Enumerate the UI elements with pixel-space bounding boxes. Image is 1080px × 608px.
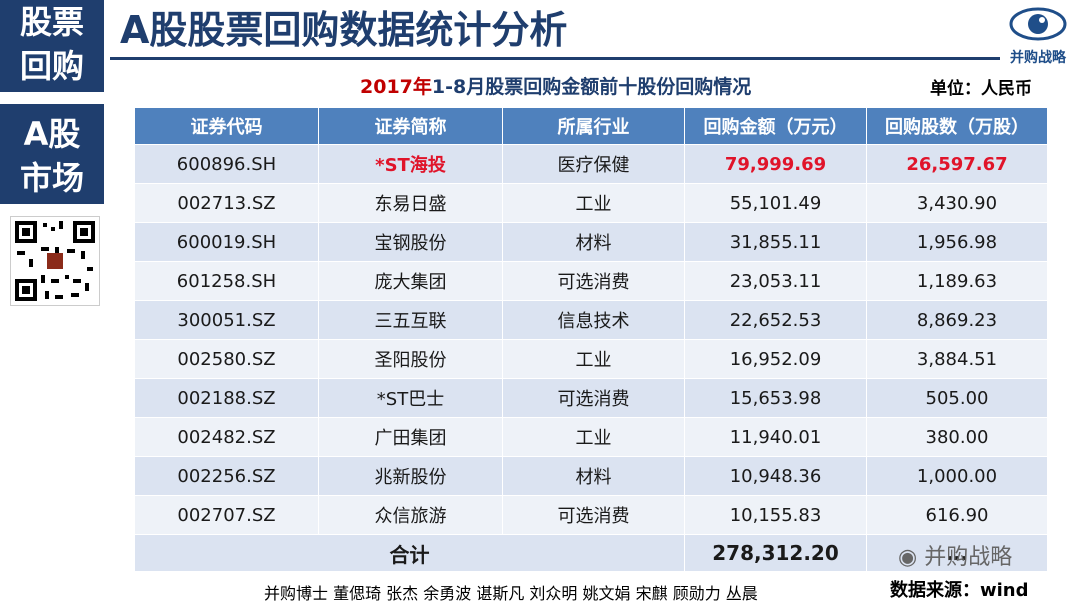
cell-name: 广田集团 xyxy=(318,417,503,457)
table-title-text: 1-8月股票回购金额前十股份回购情况 xyxy=(431,76,752,98)
total-amount: 278,312.20 xyxy=(684,534,867,572)
table-row: 002580.SZ 圣阳股份 工业 16,952.09 3,884.51 xyxy=(134,339,1048,379)
cell-code: 601258.SH xyxy=(134,261,319,301)
cell-industry: 可选消费 xyxy=(502,261,685,301)
table-header-row: 证券代码 证券简称 所属行业 回购金额（万元） 回购股数（万股） xyxy=(134,107,1048,145)
cell-industry: 信息技术 xyxy=(502,300,685,340)
side-label-buyback: 股票 回购 xyxy=(0,0,104,92)
cell-shares: 1,000.00 xyxy=(866,456,1048,496)
header-industry: 所属行业 xyxy=(502,107,685,145)
cell-name: *ST巴士 xyxy=(318,378,503,418)
cell-amount: 79,999.69 xyxy=(684,144,867,184)
cell-amount: 31,855.11 xyxy=(684,222,867,262)
cell-name: *ST海投 xyxy=(318,144,503,184)
cell-amount: 10,948.36 xyxy=(684,456,867,496)
cell-industry: 医疗保健 xyxy=(502,144,685,184)
cell-code: 600896.SH xyxy=(134,144,319,184)
cell-shares: 1,189.63 xyxy=(866,261,1048,301)
total-label: 合计 xyxy=(134,534,685,572)
cell-shares: 505.00 xyxy=(866,378,1048,418)
cell-code: 002713.SZ xyxy=(134,183,319,223)
cell-shares: 616.90 xyxy=(866,495,1048,535)
watermark: ◉ 并购战略 xyxy=(898,544,1012,572)
cell-amount: 22,652.53 xyxy=(684,300,867,340)
brand-logo: 并购战略 xyxy=(1000,4,1076,68)
side-label-line-2: 市场 xyxy=(19,159,84,197)
page-title: A股股票回购数据统计分析 xyxy=(110,0,1000,60)
cell-shares: 3,430.90 xyxy=(866,183,1048,223)
header-shares: 回购股数（万股） xyxy=(866,107,1048,145)
table-row: 601258.SH 庞大集团 可选消费 23,053.11 1,189.63 xyxy=(134,261,1048,301)
cell-code: 600019.SH xyxy=(134,222,319,262)
cell-code: 002188.SZ xyxy=(134,378,319,418)
cell-code: 002580.SZ xyxy=(134,339,319,379)
side-label-line-1: 股票 xyxy=(19,3,84,41)
cell-shares: 1,956.98 xyxy=(866,222,1048,262)
cell-amount: 16,952.09 xyxy=(684,339,867,379)
cell-name: 众信旅游 xyxy=(318,495,503,535)
cell-shares: 8,869.23 xyxy=(866,300,1048,340)
logo-text: 并购战略 xyxy=(1010,50,1066,66)
cell-name: 东易日盛 xyxy=(318,183,503,223)
side-label-line-2: 回购 xyxy=(19,47,84,85)
data-source: 数据来源：wind xyxy=(890,580,1029,601)
cell-industry: 可选消费 xyxy=(502,495,685,535)
cell-amount: 23,053.11 xyxy=(684,261,867,301)
cell-name: 兆新股份 xyxy=(318,456,503,496)
cell-code: 002482.SZ xyxy=(134,417,319,457)
cell-code: 002707.SZ xyxy=(134,495,319,535)
eye-icon xyxy=(1009,7,1067,41)
cell-amount: 10,155.83 xyxy=(684,495,867,535)
table-row: 600896.SH *ST海投 医疗保健 79,999.69 26,597.67 xyxy=(134,144,1048,184)
cell-shares: 3,884.51 xyxy=(866,339,1048,379)
table-row: 002707.SZ 众信旅游 可选消费 10,155.83 616.90 xyxy=(134,495,1048,535)
table-row: 002188.SZ *ST巴士 可选消费 15,653.98 505.00 xyxy=(134,378,1048,418)
author-names: 并购博士 董偲琦 张杰 余勇波 谌斯凡 刘众明 姚文娟 宋麒 顾勋力 丛晨 xyxy=(264,584,758,603)
cell-amount: 11,940.01 xyxy=(684,417,867,457)
header-name: 证券简称 xyxy=(318,107,503,145)
cell-name: 三五互联 xyxy=(318,300,503,340)
table-row: 300051.SZ 三五互联 信息技术 22,652.53 8,869.23 xyxy=(134,300,1048,340)
qr-code xyxy=(10,216,100,306)
table-title-year: 2017年 xyxy=(360,76,432,98)
total-shares: … xyxy=(866,534,1048,572)
cell-shares: 380.00 xyxy=(866,417,1048,457)
cell-name: 庞大集团 xyxy=(318,261,503,301)
table-title: 2017年1-8月股票回购金额前十股份回购情况 xyxy=(360,74,820,100)
cell-industry: 材料 xyxy=(502,456,685,496)
side-label-line-1: A股 xyxy=(23,115,81,153)
side-label-market: A股 市场 xyxy=(0,104,104,204)
table-row: 002256.SZ 兆新股份 材料 10,948.36 1,000.00 xyxy=(134,456,1048,496)
cell-industry: 材料 xyxy=(502,222,685,262)
cell-name: 圣阳股份 xyxy=(318,339,503,379)
cell-code: 300051.SZ xyxy=(134,300,319,340)
table-row: 002482.SZ 广田集团 工业 11,940.01 380.00 xyxy=(134,417,1048,457)
cell-name: 宝钢股份 xyxy=(318,222,503,262)
cell-industry: 工业 xyxy=(502,183,685,223)
cell-industry: 工业 xyxy=(502,417,685,457)
cell-industry: 可选消费 xyxy=(502,378,685,418)
buyback-table: 证券代码 证券简称 所属行业 回购金额（万元） 回购股数（万股） 600896.… xyxy=(134,107,1048,572)
cell-amount: 55,101.49 xyxy=(684,183,867,223)
cell-industry: 工业 xyxy=(502,339,685,379)
header-amount: 回购金额（万元） xyxy=(684,107,867,145)
unit-label: 单位：人民币 xyxy=(930,79,1032,99)
total-row: 合计 278,312.20 … xyxy=(134,534,1048,572)
header-code: 证券代码 xyxy=(134,107,319,145)
watermark-text: 并购战略 xyxy=(924,545,1013,570)
cell-shares: 26,597.67 xyxy=(866,144,1048,184)
cell-amount: 15,653.98 xyxy=(684,378,867,418)
chat-icon: ◉ xyxy=(898,545,918,570)
table-row: 600019.SH 宝钢股份 材料 31,855.11 1,956.98 xyxy=(134,222,1048,262)
table-row: 002713.SZ 东易日盛 工业 55,101.49 3,430.90 xyxy=(134,183,1048,223)
cell-code: 002256.SZ xyxy=(134,456,319,496)
